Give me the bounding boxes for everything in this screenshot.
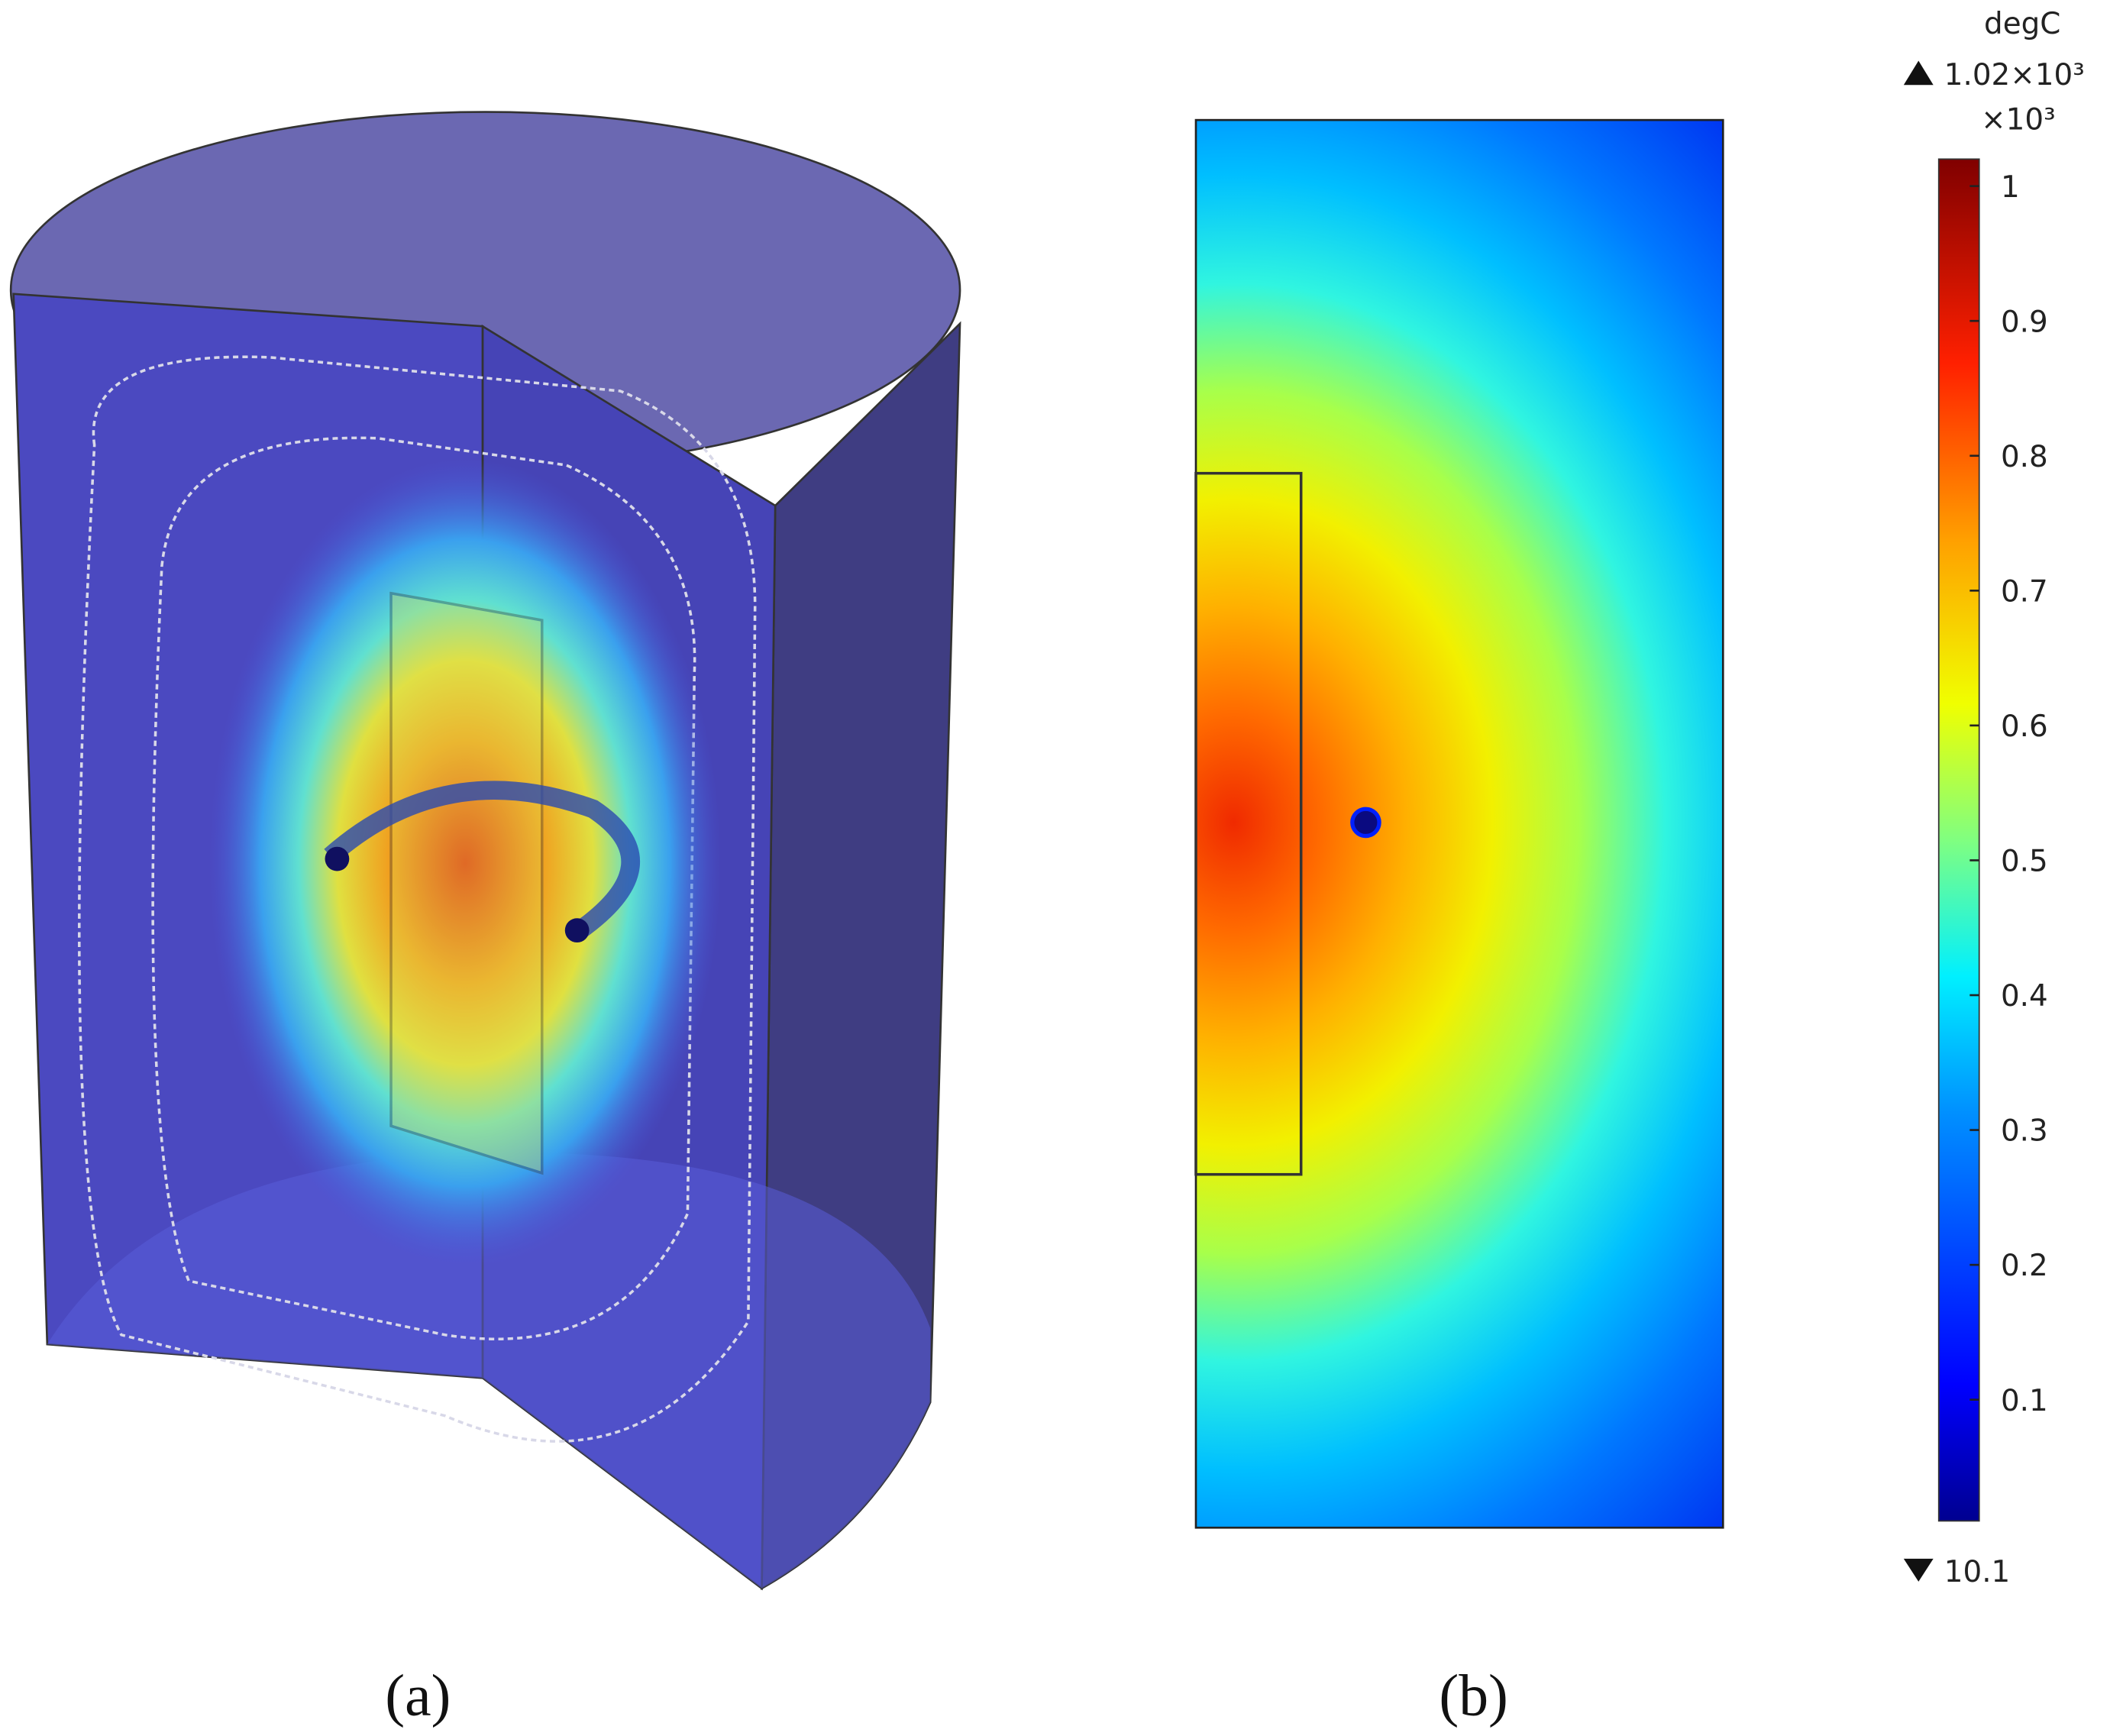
coil [324, 781, 640, 939]
panel-b [1194, 118, 1724, 1529]
colorbar-unit: degC [1984, 7, 2060, 41]
colorbar-tick-label: 0.5 [2001, 845, 2048, 879]
colorbar-scale [1937, 158, 1980, 1522]
panel-a [9, 111, 961, 1591]
colorbar-tick-label: 0.6 [2001, 710, 2048, 744]
isoline [151, 436, 696, 1340]
rod-outline [1194, 471, 1303, 1176]
colorbar-tick-label: 0.2 [2001, 1249, 2048, 1283]
rod [389, 591, 544, 1175]
colorbar-tick-label: 0.3 [2001, 1114, 2048, 1149]
min-marker [1903, 1558, 1934, 1582]
coil-section [1350, 807, 1381, 839]
colorbar-tick-label: 0.7 [2001, 574, 2048, 609]
colorbar-min-label: 10.1 [1944, 1555, 2010, 1589]
coil-section [564, 918, 590, 943]
colorbar-tick-label: 1 [2001, 170, 2020, 205]
caption: (b) [1439, 1663, 1508, 1728]
coil-section [325, 846, 350, 871]
colorbar-multiplier: ×10³ [1981, 102, 2056, 137]
cylinder-bottom [47, 1152, 931, 1589]
isoline [78, 355, 757, 1443]
heat-region [208, 458, 722, 1268]
max-marker [1903, 60, 1934, 86]
field-plot [1194, 118, 1724, 1529]
colorbar: degC ×10³ [1937, 7, 2060, 1522]
colorbar-max-label: 1.02×10³ [1944, 58, 2085, 92]
colorbar-tick-label: 0.1 [2001, 1384, 2048, 1418]
colorbar-tick-label: 0.9 [2001, 305, 2048, 339]
colorbar-tick-label: 0.8 [2001, 440, 2048, 474]
caption: (a) [385, 1663, 451, 1728]
colorbar-tick-label: 0.4 [2001, 979, 2048, 1013]
